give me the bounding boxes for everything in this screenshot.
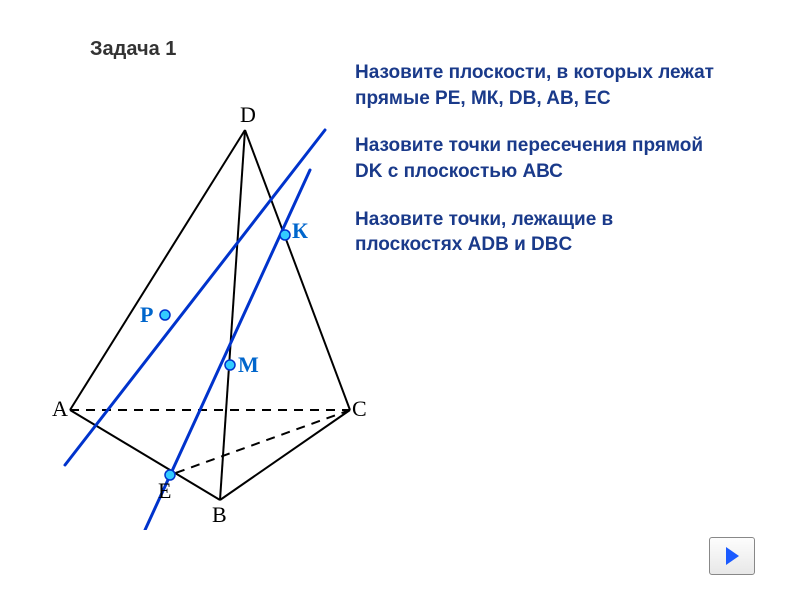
label-M: М bbox=[238, 352, 259, 378]
diagram-svg bbox=[30, 90, 410, 530]
label-K: К bbox=[292, 218, 308, 244]
problem-title: Задача 1 bbox=[90, 38, 176, 61]
problem-text: Назовите плоскости, в которых лежат прям… bbox=[355, 60, 725, 280]
label-A: A bbox=[52, 396, 68, 422]
problem-p3: Назовите точки, лежащие в плоскостях АDB… bbox=[355, 207, 725, 258]
label-B: B bbox=[212, 502, 227, 528]
next-button[interactable] bbox=[709, 537, 755, 575]
problem-p2: Назовите точки пересечения прямой DK с п… bbox=[355, 133, 725, 184]
chevron-right-icon bbox=[721, 545, 743, 567]
label-P: Р bbox=[140, 302, 153, 328]
geometry-diagram: A B C D E Р К М bbox=[30, 90, 410, 530]
label-C: C bbox=[352, 396, 367, 422]
problem-p1: Назовите плоскости, в которых лежат прям… bbox=[355, 60, 725, 111]
label-E: E bbox=[158, 478, 171, 504]
label-D: D bbox=[240, 102, 256, 128]
